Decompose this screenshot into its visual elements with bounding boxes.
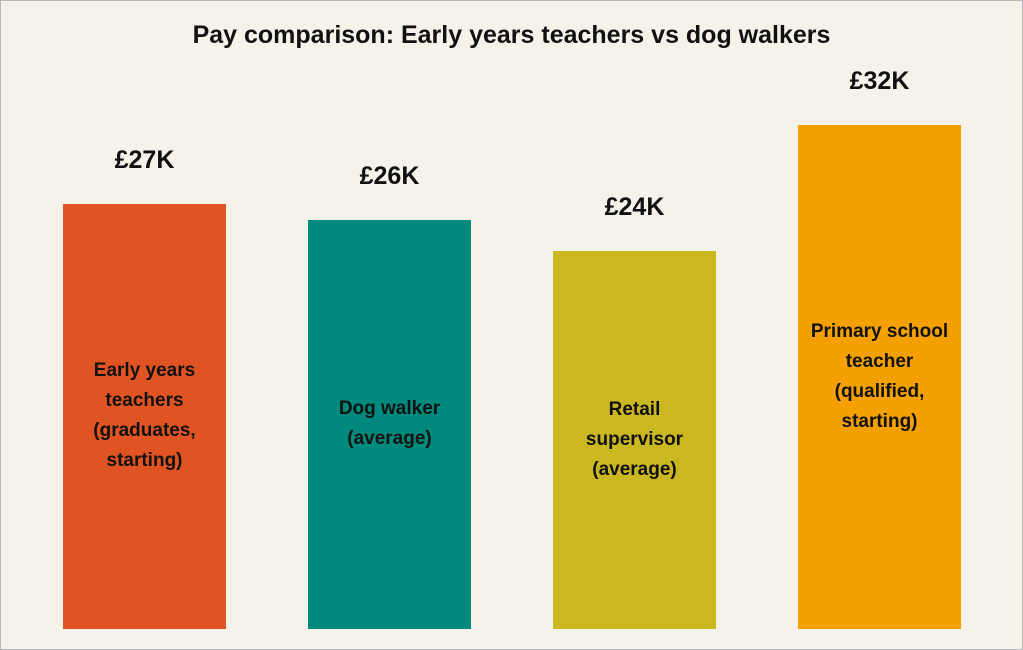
bar: Early years teachers (graduates, startin… [63,203,226,629]
chart-title: Pay comparison: Early years teachers vs … [192,21,831,49]
value-label: £24K [604,193,665,221]
category-label: Dog walker (average) [338,398,441,450]
value-label: £32K [849,67,910,95]
bar: Retail supervisor (average) [553,251,716,629]
value-label: £27K [114,145,175,174]
value-label: £26K [359,161,420,190]
category-label: Primary school teacher (qualified, start… [810,321,949,432]
bar: Dog walker (average) [308,219,471,629]
category-label: Early years teachers (graduates, startin… [93,360,196,472]
category-label: Retail supervisor (average) [585,399,684,480]
bar: Primary school teacher (qualified, start… [798,125,961,629]
